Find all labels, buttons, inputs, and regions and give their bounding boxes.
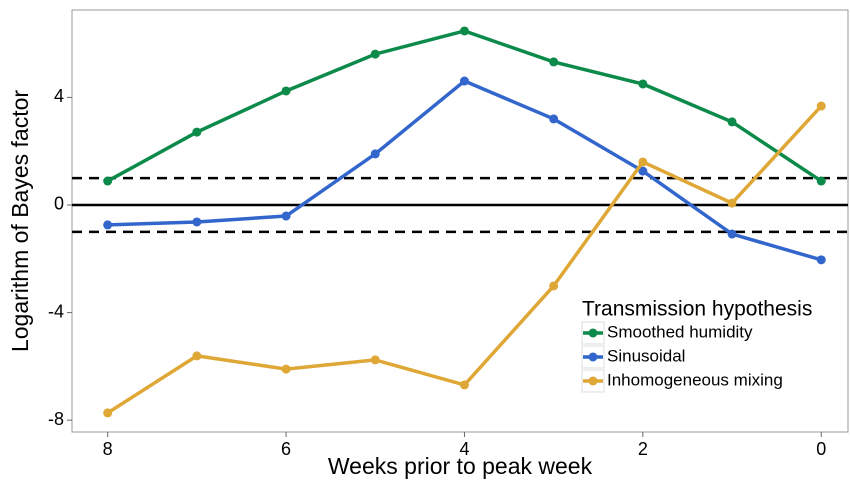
- data-point: [459, 26, 469, 36]
- plot-frame: [71, 9, 849, 433]
- series-line: [106, 29, 823, 183]
- data-point: [816, 101, 826, 111]
- data-point: [459, 76, 469, 86]
- data-point: [459, 380, 469, 390]
- x-axis-title: Weeks prior to peak week: [328, 453, 593, 479]
- data-point: [638, 157, 648, 167]
- data-point: [192, 127, 202, 137]
- y-tick-label: 4: [54, 86, 64, 106]
- y-tick-label: -4: [48, 301, 64, 321]
- x-tick-label: 4: [459, 439, 469, 459]
- x-tick-label: 0: [816, 439, 826, 459]
- data-point: [281, 364, 291, 374]
- legend-label: Sinusoidal: [607, 346, 685, 365]
- data-point: [549, 281, 559, 291]
- legend-label: Inhomogeneous mixing: [607, 370, 783, 389]
- data-point: [370, 49, 380, 59]
- data-point: [638, 79, 648, 89]
- data-point: [103, 220, 113, 230]
- legend-marker: [588, 352, 598, 362]
- data-point: [816, 255, 826, 265]
- data-point: [727, 117, 737, 127]
- y-axis-title: Logarithm of Bayes factor: [7, 90, 33, 352]
- data-point: [281, 211, 291, 221]
- series-line: [106, 104, 823, 415]
- data-point: [549, 57, 559, 67]
- legend-marker: [588, 376, 598, 386]
- data-point: [727, 229, 737, 239]
- data-point: [816, 176, 826, 186]
- x-tick-label: 8: [103, 439, 113, 459]
- legend-label: Smoothed humidity: [607, 322, 753, 341]
- data-point: [638, 166, 648, 176]
- data-point: [192, 217, 202, 227]
- data-point: [192, 351, 202, 361]
- y-tick-label: 0: [54, 194, 64, 214]
- legend-title: Transmission hypothesis: [582, 298, 812, 321]
- data-point: [103, 176, 113, 186]
- data-point: [103, 408, 113, 418]
- x-tick-label: 2: [638, 439, 648, 459]
- legend-marker: [588, 328, 598, 338]
- data-point: [370, 355, 380, 365]
- data-point: [370, 149, 380, 159]
- data-point: [281, 86, 291, 96]
- data-point: [549, 114, 559, 124]
- y-tick-label: -8: [48, 409, 64, 429]
- data-point: [727, 198, 737, 208]
- x-tick-label: 6: [281, 439, 291, 459]
